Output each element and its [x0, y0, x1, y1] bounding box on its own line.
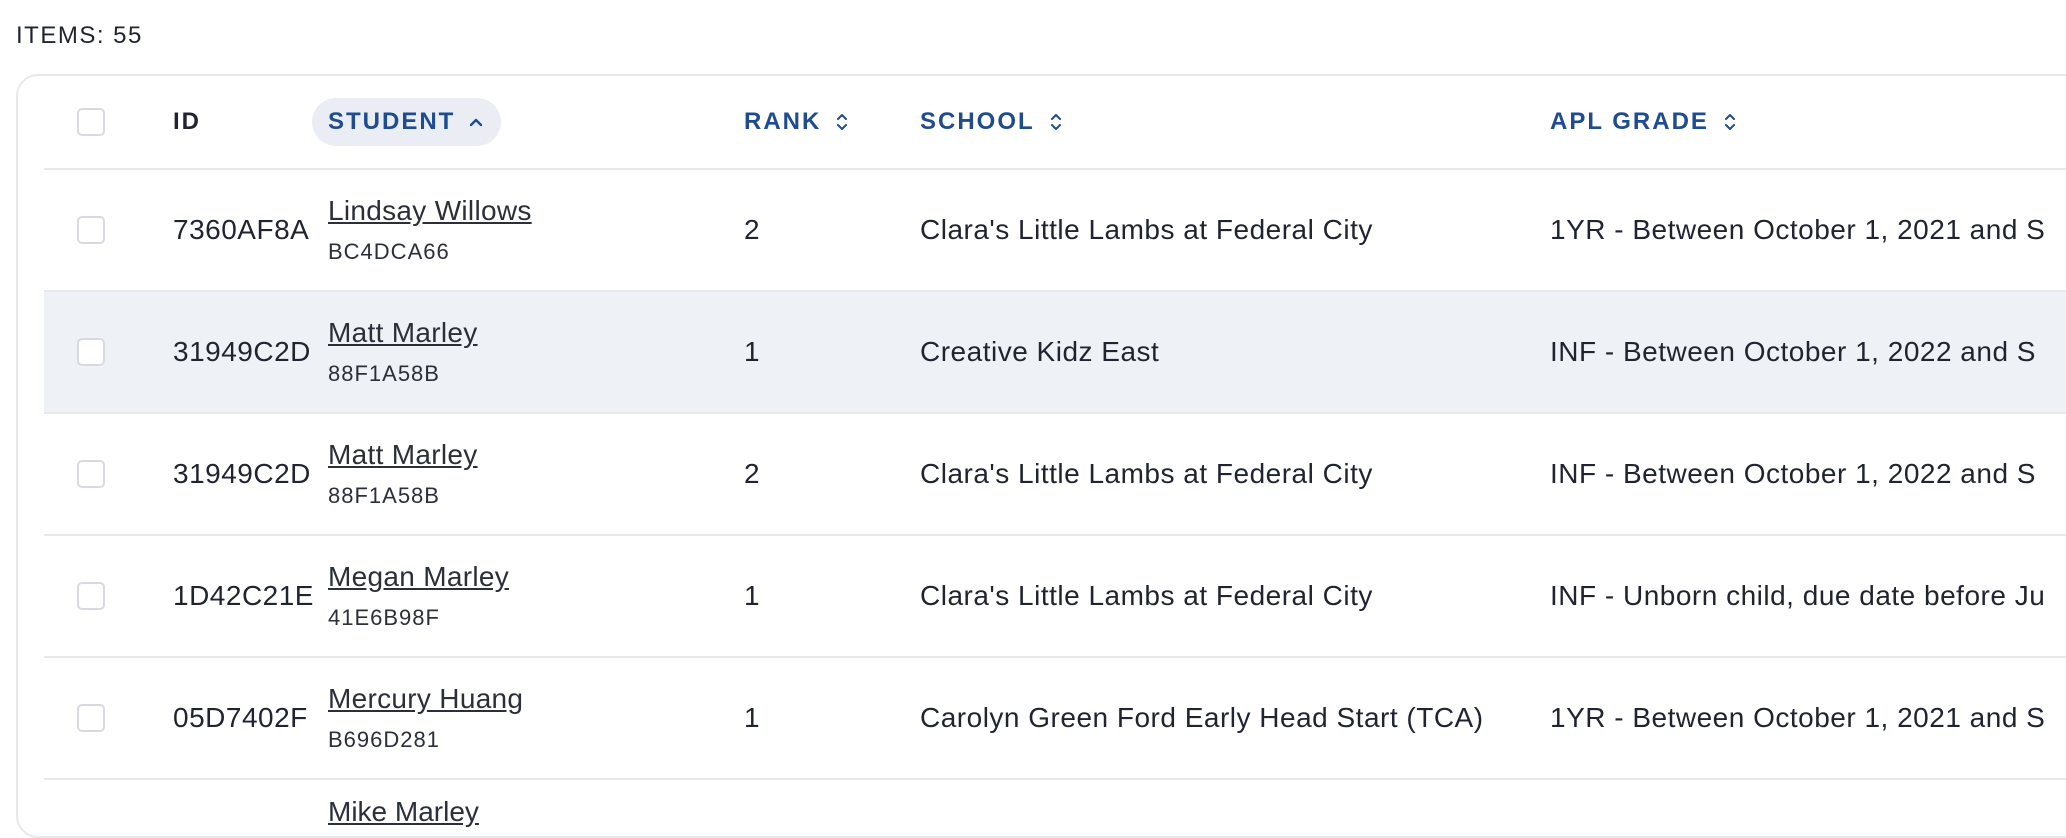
row-checkbox[interactable]	[77, 216, 105, 244]
column-header-school[interactable]: SCHOOL	[920, 108, 1063, 136]
row-school: Creative Kidz East	[920, 336, 1160, 367]
row-checkbox[interactable]	[77, 704, 105, 732]
row-checkbox[interactable]	[77, 582, 105, 610]
student-link[interactable]: Matt Marley	[328, 317, 478, 348]
student-link[interactable]: Matt Marley	[328, 439, 478, 470]
row-id: 7360AF8A	[173, 214, 310, 245]
row-rank: 1	[744, 336, 761, 367]
row-apl-grade: 1YR - Between October 1, 2021 and S	[1550, 214, 2046, 245]
student-code: BC4DCA66	[328, 239, 450, 264]
student-code: 88F1A58B	[328, 483, 440, 508]
column-header-student[interactable]: STUDENT	[312, 98, 502, 146]
student-link[interactable]: Mercury Huang	[328, 683, 524, 714]
student-code: 88F1A58B	[328, 361, 440, 386]
row-id: 1D42C21E	[173, 580, 314, 611]
table-header: ID STUDENT RANK SCHO	[44, 76, 2066, 170]
row-school: Carolyn Green Ford Early Head Start (TCA…	[920, 702, 1484, 733]
row-rank: 1	[744, 580, 761, 611]
student-code: 41E6B98F	[328, 605, 440, 630]
student-code: B696D281	[328, 727, 440, 752]
row-rank: 2	[744, 458, 761, 489]
column-header-apl-grade[interactable]: APL GRADE	[1550, 108, 1737, 136]
sort-ascending-icon	[469, 117, 483, 127]
row-checkbox[interactable]	[77, 460, 105, 488]
row-apl-grade: INF - Between October 1, 2022 and S	[1550, 336, 2036, 367]
table-row[interactable]: 31949C2D Matt Marley 88F1A58B 1 Creative…	[44, 292, 2066, 414]
student-link[interactable]: Lindsay Willows	[328, 195, 532, 226]
row-apl-grade: 1YR - Between October 1, 2021 and S	[1550, 702, 2046, 733]
row-rank: 2	[744, 214, 761, 245]
row-school: Clara's Little Lambs at Federal City	[920, 214, 1373, 245]
sort-unsorted-icon	[835, 111, 849, 133]
sort-unsorted-icon	[1723, 111, 1737, 133]
table-row[interactable]: 05D7402F Mercury Huang B696D281 1 Caroly…	[44, 658, 2066, 780]
row-id: 05D7402F	[173, 702, 308, 733]
row-apl-grade: INF - Unborn child, due date before Ju	[1550, 580, 2046, 611]
students-table: ID STUDENT RANK SCHO	[16, 74, 2066, 838]
sort-unsorted-icon	[1049, 111, 1063, 133]
items-count: ITEMS: 55	[16, 22, 143, 49]
table-row[interactable]: 7360AF8A Lindsay Willows BC4DCA66 2 Clar…	[44, 170, 2066, 292]
row-school: Clara's Little Lambs at Federal City	[920, 458, 1373, 489]
row-checkbox[interactable]	[77, 338, 105, 366]
column-header-id: ID	[173, 108, 201, 135]
select-all-checkbox[interactable]	[77, 108, 105, 136]
row-school: Clara's Little Lambs at Federal City	[920, 580, 1373, 611]
student-link[interactable]: Megan Marley	[328, 561, 510, 592]
row-id: 31949C2D	[173, 458, 311, 489]
row-apl-grade: INF - Between October 1, 2022 and S	[1550, 458, 2036, 489]
student-link[interactable]: Mike Marley	[328, 796, 479, 827]
table-row[interactable]: 31949C2D Matt Marley 88F1A58B 2 Clara's …	[44, 414, 2066, 536]
table-row[interactable]: 1D42C21E Megan Marley 41E6B98F 1 Clara's…	[44, 536, 2066, 658]
table-row[interactable]: Mike Marley	[44, 780, 2066, 827]
row-id: 31949C2D	[173, 336, 311, 367]
column-header-rank[interactable]: RANK	[744, 108, 849, 136]
row-rank: 1	[744, 702, 761, 733]
